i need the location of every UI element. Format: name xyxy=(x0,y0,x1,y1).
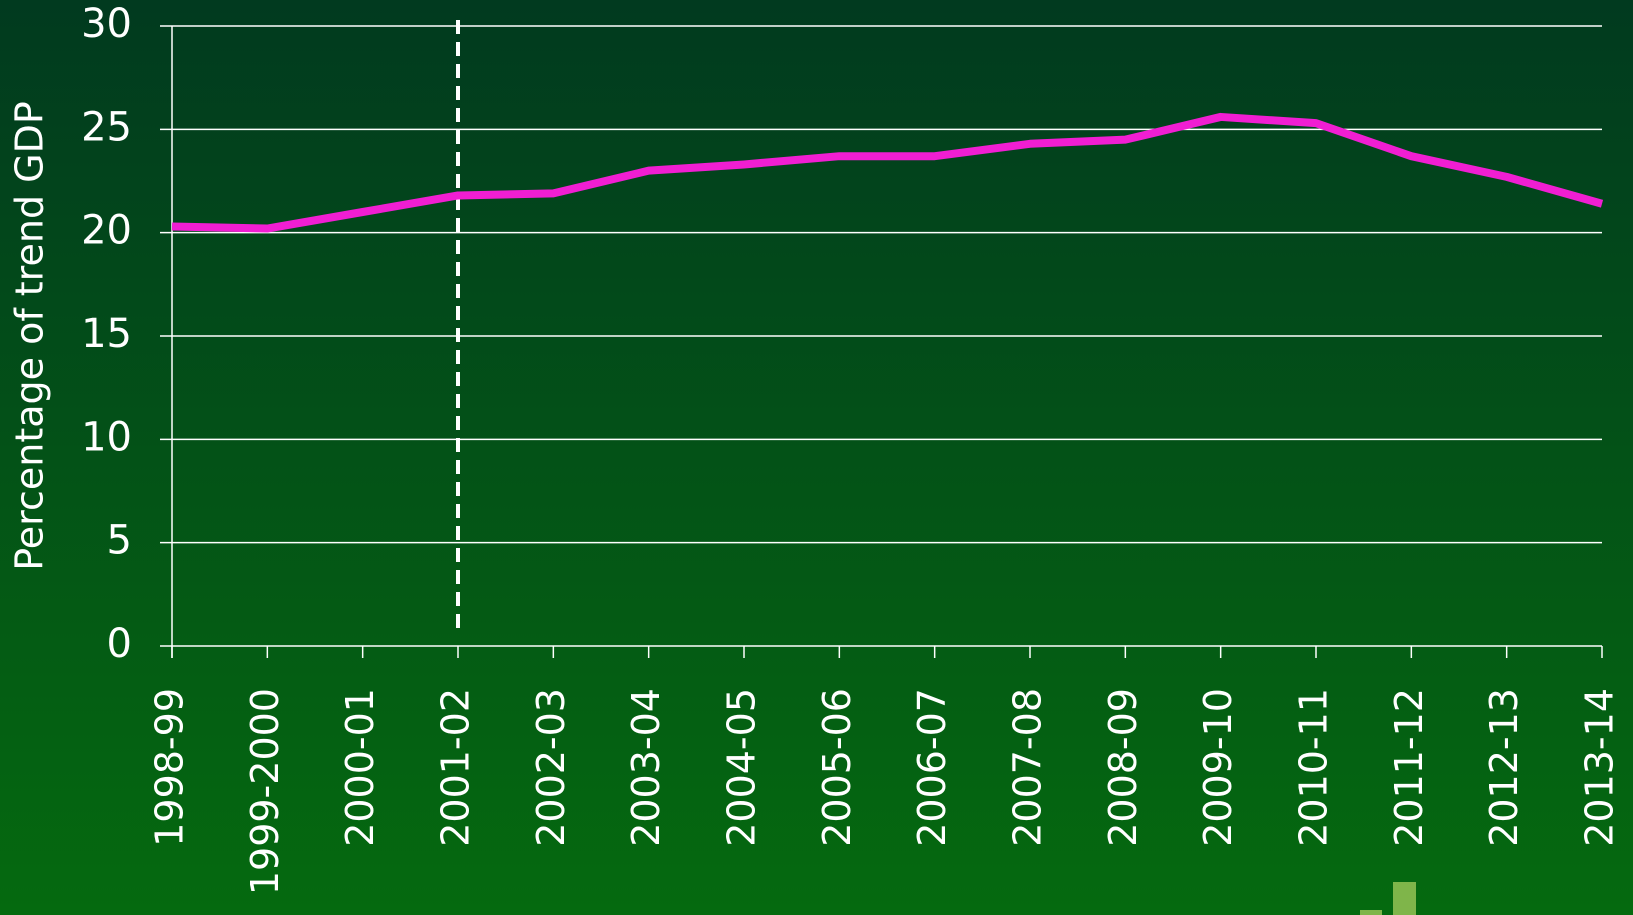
y-tick-label: 20 xyxy=(81,208,132,254)
y-tick-label: 5 xyxy=(107,518,132,564)
x-tick-label: 2010-11 xyxy=(1292,688,1336,847)
y-axis-label: Percentage of trend GDP xyxy=(8,101,52,571)
x-tick-label: 2009-10 xyxy=(1196,688,1240,847)
y-tick-label: 25 xyxy=(81,104,132,150)
x-tick-label: 2007-08 xyxy=(1006,688,1050,847)
decoration xyxy=(1360,910,1382,915)
x-tick-label: 2013-14 xyxy=(1578,688,1622,847)
x-tick-label: 2000-01 xyxy=(338,688,382,847)
x-tick-label: 2004-05 xyxy=(720,688,764,847)
y-tick-label: 0 xyxy=(107,621,132,667)
x-tick-label: 1998-99 xyxy=(148,688,192,847)
y-tick-label: 30 xyxy=(81,1,132,47)
y-tick-label: 15 xyxy=(81,311,132,357)
x-tick-label: 2011-12 xyxy=(1387,688,1431,847)
x-tick-label: 2005-06 xyxy=(815,688,859,847)
x-tick-label: 2012-13 xyxy=(1482,688,1526,847)
x-tick-label: 2002-03 xyxy=(529,688,573,847)
y-tick-label: 10 xyxy=(81,414,132,460)
decoration xyxy=(1393,882,1416,915)
x-tick-label: 2008-09 xyxy=(1101,688,1145,847)
x-tick-label: 2001-02 xyxy=(434,688,478,847)
line xyxy=(171,112,1604,233)
x-tick-label: 2006-07 xyxy=(910,688,954,847)
x-tick-label: 1999-2000 xyxy=(243,688,287,895)
x-tick-label: 2003-04 xyxy=(624,688,668,847)
